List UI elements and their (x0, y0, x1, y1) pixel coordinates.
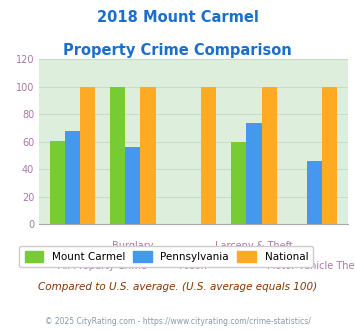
Text: Motor Vehicle Theft: Motor Vehicle Theft (267, 261, 355, 271)
Text: 2018 Mount Carmel: 2018 Mount Carmel (97, 10, 258, 25)
Text: Property Crime Comparison: Property Crime Comparison (63, 43, 292, 58)
Bar (50, 141, 65, 224)
Bar (65, 131, 80, 224)
Bar (246, 123, 262, 224)
Bar (322, 87, 337, 224)
Text: © 2025 CityRating.com - https://www.cityrating.com/crime-statistics/: © 2025 CityRating.com - https://www.city… (45, 317, 310, 326)
Text: Compared to U.S. average. (U.S. average equals 100): Compared to U.S. average. (U.S. average … (38, 282, 317, 292)
Text: Burglary: Burglary (112, 241, 154, 251)
Bar (201, 87, 216, 224)
Bar (262, 87, 277, 224)
Bar (307, 161, 322, 224)
Text: All Property Crime: All Property Crime (58, 261, 147, 271)
Bar (231, 142, 246, 224)
Text: Arson: Arson (180, 261, 207, 271)
Text: Larceny & Theft: Larceny & Theft (215, 241, 293, 251)
Bar (110, 87, 125, 224)
Legend: Mount Carmel, Pennsylvania, National: Mount Carmel, Pennsylvania, National (20, 246, 313, 267)
Bar (80, 87, 95, 224)
Bar (125, 148, 141, 224)
Bar (141, 87, 155, 224)
